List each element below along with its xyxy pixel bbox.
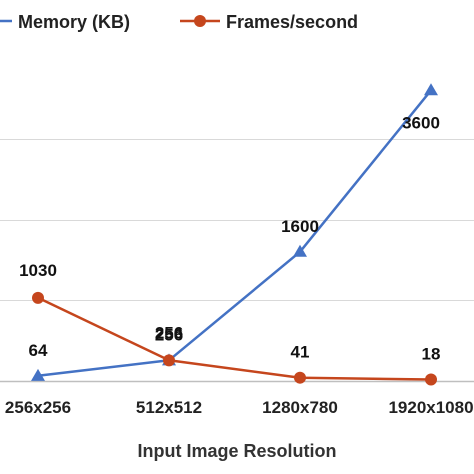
series-markers [31,83,438,386]
series-1-point-3 [425,373,437,386]
x-tick-label-0: 256x256 [5,398,71,417]
x-tick-label-1: 512x512 [136,398,202,417]
gridlines [0,139,474,383]
x-tick-label-2: 1280x780 [262,398,338,417]
series-1-point-1 [163,354,175,367]
x-axis-title: Input Image Resolution [137,441,336,461]
series-lines [37,89,432,381]
legend-entry-0: Memory (KB) [18,12,130,32]
data-label-series-1-0: 1030 [19,261,57,280]
series-0-point-3 [424,83,438,96]
data-label-series-0-3: 3600 [402,113,440,132]
x-tick-label-3: 1920x1080 [388,398,473,417]
legend-marker-1 [194,15,206,27]
series-0-point-0 [31,368,45,381]
data-label-series-0-1: 256 [155,325,183,344]
series-line-1 [37,296,432,381]
series-line-0 [37,89,432,378]
data-label-series-1-2: 41 [291,343,310,362]
data-label-series-1-3: 18 [422,345,441,364]
legend: Memory (KB) Frames/second [0,12,358,32]
x-axis-tick-labels: 256x256 512x512 1280x780 1920x1080 [5,398,474,417]
data-label-series-0-2: 1600 [281,217,319,236]
data-label-series-1-1: 256 [155,323,183,342]
legend-entry-1: Frames/second [226,12,358,32]
series-1-point-2 [294,371,306,384]
series-1-point-0 [32,291,44,304]
data-label-series-0-0: 64 [29,341,48,360]
series-0-point-2 [293,244,307,257]
